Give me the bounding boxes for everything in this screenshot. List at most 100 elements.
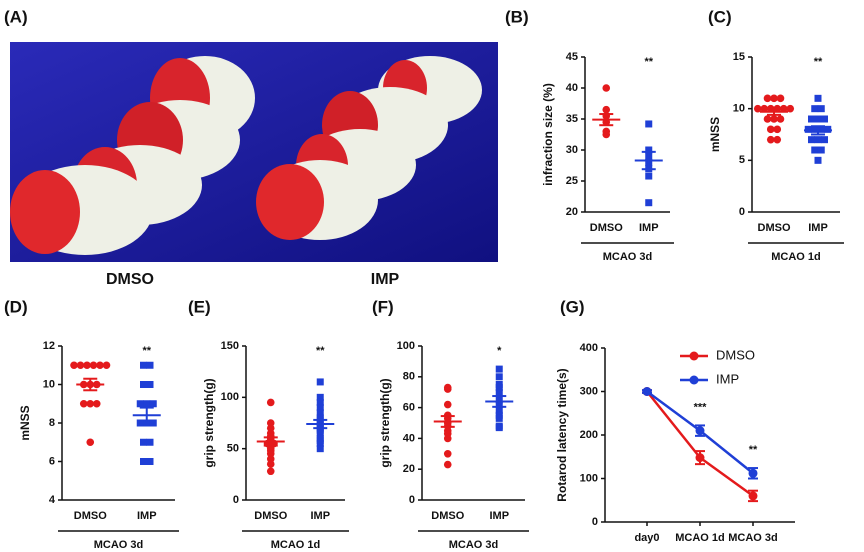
- data-point: [645, 172, 653, 180]
- data-point: [814, 136, 822, 144]
- data-point: [266, 398, 275, 407]
- y-tick-label: 20: [566, 206, 578, 218]
- x-tick-label: DMSO: [74, 510, 107, 522]
- brain-photo: [10, 42, 498, 262]
- significance: **: [749, 444, 758, 456]
- group-label: MCAO 1d: [771, 251, 821, 263]
- data-point: [773, 135, 782, 144]
- y-tick-label: 10: [43, 378, 55, 390]
- y-tick-label: 0: [233, 494, 239, 506]
- legend-marker: [689, 351, 699, 361]
- data-point: [760, 104, 769, 113]
- data-point: [770, 94, 778, 103]
- group-label: MCAO 1d: [271, 539, 321, 551]
- significance: *: [497, 345, 502, 357]
- group-label: MCAO 3d: [603, 251, 653, 263]
- panel-label: (F): [372, 297, 394, 316]
- y-tick-label: 100: [580, 472, 598, 484]
- significance: **: [142, 345, 151, 357]
- x-tick-label: MCAO 3d: [728, 532, 778, 544]
- data-point: [146, 458, 154, 465]
- y-axis-label: grip strength(g): [202, 378, 216, 467]
- data-point: [602, 84, 611, 92]
- significance: **: [316, 345, 325, 357]
- y-tick-label: 0: [739, 206, 745, 218]
- data-point: [136, 400, 144, 408]
- data-point: [79, 399, 88, 408]
- y-tick-label: 30: [566, 144, 578, 156]
- x-tick-label: DMSO: [254, 510, 287, 522]
- data-point: [495, 407, 503, 415]
- data-point: [89, 361, 98, 370]
- data-point: [146, 361, 154, 369]
- y-tick-label: 0: [592, 516, 598, 528]
- data-point: [811, 146, 819, 154]
- data-point: [316, 440, 324, 448]
- data-point: [814, 115, 822, 123]
- data-point: [443, 385, 452, 393]
- data-point: [814, 94, 822, 102]
- x-tick-label: IMP: [639, 222, 659, 234]
- data-point: [808, 136, 815, 144]
- data-point: [140, 381, 147, 388]
- data-point: [766, 135, 775, 144]
- data-point: [92, 399, 101, 408]
- data-point: [316, 378, 324, 386]
- data-point: [149, 400, 157, 408]
- y-tick-label: 100: [397, 340, 415, 352]
- y-tick-label: 40: [566, 82, 578, 94]
- data-point: [316, 404, 324, 412]
- y-tick-label: 0: [409, 494, 415, 506]
- data-point: [748, 491, 758, 501]
- data-point: [76, 361, 85, 370]
- data-point: [824, 125, 832, 133]
- group-label: MCAO 3d: [94, 539, 144, 551]
- data-point: [811, 105, 819, 113]
- x-tick-label: MCAO 1d: [675, 532, 725, 544]
- data-point: [776, 94, 785, 103]
- y-axis-label: mNSS: [18, 405, 32, 440]
- data-point: [495, 384, 503, 392]
- data-point: [86, 438, 95, 447]
- data-point: [763, 94, 772, 103]
- data-point: [96, 361, 104, 370]
- data-point: [753, 104, 762, 113]
- data-point: [748, 468, 758, 478]
- y-tick-label: 40: [403, 432, 415, 444]
- x-tick-label: IMP: [310, 510, 330, 522]
- data-point: [102, 361, 111, 370]
- legend-label: DMSO: [716, 347, 755, 362]
- data-point: [495, 424, 503, 432]
- x-tick-label: DMSO: [431, 510, 464, 522]
- caption: DMSO: [106, 271, 154, 288]
- y-tick-label: 80: [403, 371, 415, 383]
- data-point: [140, 458, 147, 465]
- x-tick-label: IMP: [137, 510, 157, 522]
- y-tick-label: 35: [566, 113, 578, 125]
- significance: **: [644, 56, 653, 68]
- data-point: [316, 445, 324, 453]
- data-point: [146, 381, 154, 388]
- y-axis-label: grip strength(g): [378, 378, 392, 467]
- y-tick-label: 25: [566, 175, 578, 187]
- data-point: [811, 125, 819, 133]
- data-point: [804, 125, 812, 133]
- x-tick-label: day0: [634, 532, 659, 544]
- group-label: MCAO 3d: [449, 539, 499, 551]
- data-point: [766, 125, 775, 134]
- data-point: [86, 399, 95, 408]
- y-tick-label: 150: [221, 340, 239, 352]
- data-point: [817, 125, 825, 133]
- y-tick-label: 5: [739, 154, 745, 166]
- data-point: [773, 125, 782, 134]
- y-tick-label: 50: [227, 443, 239, 455]
- x-tick-label: IMP: [808, 222, 828, 234]
- data-point: [316, 409, 324, 417]
- data-point: [786, 104, 795, 113]
- data-point: [817, 105, 825, 113]
- x-tick-label: DMSO: [590, 222, 623, 234]
- data-point: [443, 450, 452, 458]
- y-tick-label: 15: [733, 51, 745, 63]
- y-tick-label: 100: [221, 391, 239, 403]
- significance: **: [814, 56, 823, 68]
